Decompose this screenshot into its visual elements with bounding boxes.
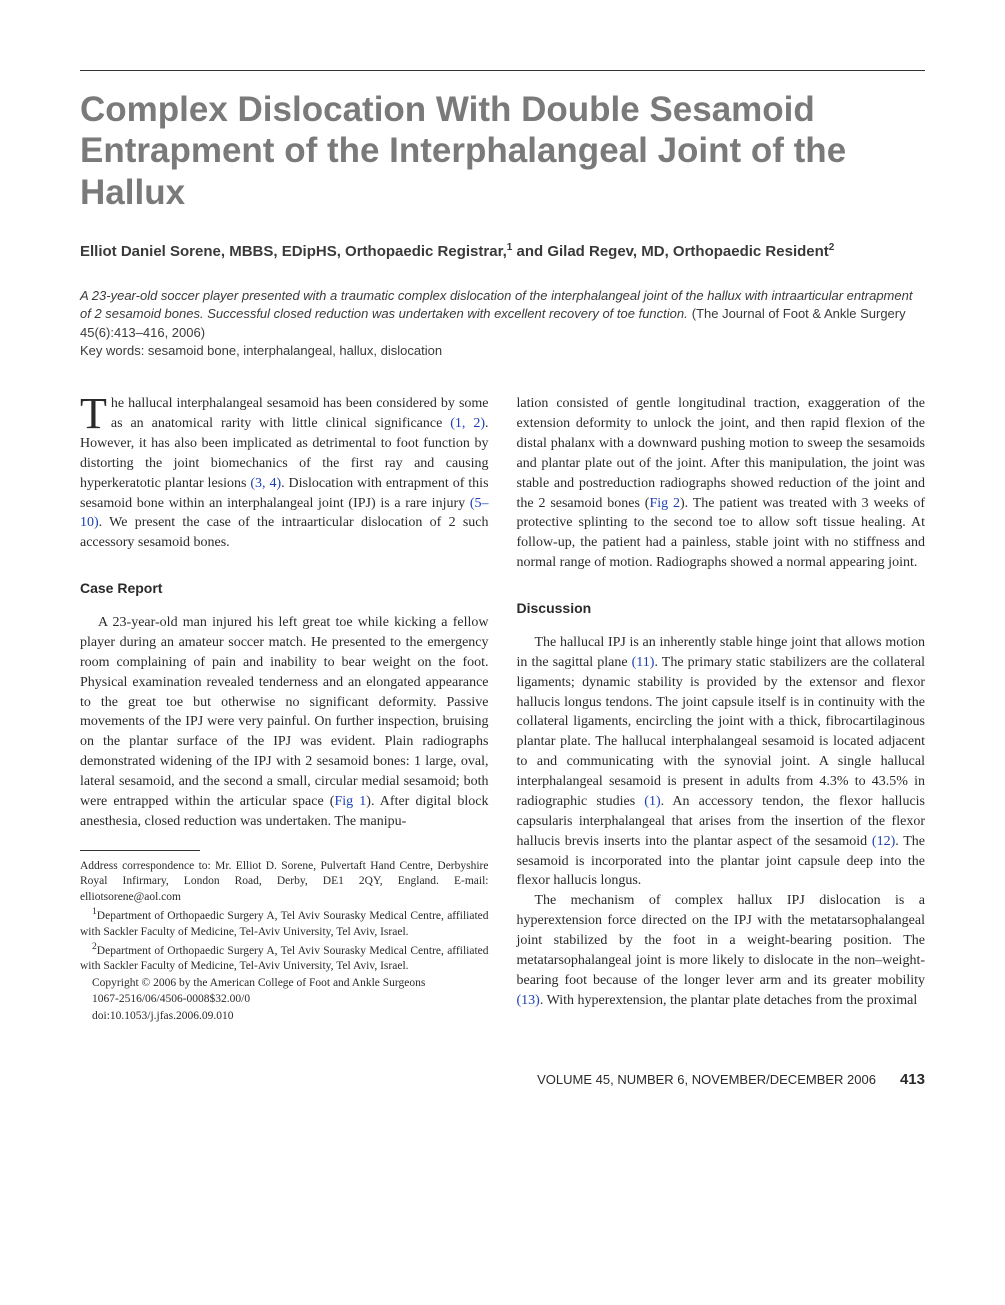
footnote-affiliation-2: 2Department of Orthopaedic Surgery A, Te… xyxy=(80,941,489,975)
intro-text-1: he hallucal interphalangeal sesamoid has… xyxy=(111,396,489,431)
article-title: Complex Dislocation With Double Sesamoid… xyxy=(80,89,925,213)
dropcap: T xyxy=(80,394,111,432)
column-left: The hallucal interphalangeal sesamoid ha… xyxy=(80,394,489,1025)
intro-paragraph: The hallucal interphalangeal sesamoid ha… xyxy=(80,394,489,553)
footnote-correspondence: Address correspondence to: Mr. Elliot D.… xyxy=(80,859,489,906)
footnotes-block: Address correspondence to: Mr. Elliot D.… xyxy=(80,859,489,1025)
disc1-b: . The primary static stabilizers are the… xyxy=(517,655,926,809)
footnote-doi: doi:10.1053/j.jfas.2006.09.010 xyxy=(80,1009,489,1025)
fig-link-1[interactable]: Fig 1 xyxy=(334,794,366,809)
footnote-rule xyxy=(80,850,200,851)
aff1-text: Department of Orthopaedic Surgery A, Tel… xyxy=(80,910,489,938)
section-head-discussion: Discussion xyxy=(517,599,926,619)
two-column-body: The hallucal interphalangeal sesamoid ha… xyxy=(80,394,925,1025)
keywords-line: Key words: sesamoid bone, interphalangea… xyxy=(80,343,925,358)
aff2-text: Department of Orthopaedic Surgery A, Tel… xyxy=(80,945,489,973)
disc2-a: The mechanism of complex hallux IPJ disl… xyxy=(517,893,926,988)
ref-link-11[interactable]: (11) xyxy=(632,655,655,670)
cont-text-a: lation consisted of gentle longitudinal … xyxy=(517,396,926,510)
intro-text-4: . We present the case of the intraarticu… xyxy=(80,515,489,550)
top-rule xyxy=(80,70,925,71)
ref-link-13[interactable]: (13) xyxy=(517,993,540,1008)
footnote-issn: 1067-2516/06/4506-0008$32.00/0 xyxy=(80,992,489,1008)
page-number: 413 xyxy=(900,1071,925,1088)
column-right: lation consisted of gentle longitudinal … xyxy=(517,394,926,1025)
ref-link-12[interactable]: (12) xyxy=(872,834,895,849)
issue-info: VOLUME 45, NUMBER 6, NOVEMBER/DECEMBER 2… xyxy=(537,1072,876,1087)
authors-line: Elliot Daniel Sorene, MBBS, EDipHS, Orth… xyxy=(80,241,925,263)
footnote-affiliation-1: 1Department of Orthopaedic Surgery A, Te… xyxy=(80,906,489,940)
ref-link-1[interactable]: (1) xyxy=(644,794,660,809)
section-head-case-report: Case Report xyxy=(80,579,489,599)
case-text-a: A 23-year-old man injured his left great… xyxy=(80,615,489,809)
case-continuation-paragraph: lation consisted of gentle longitudinal … xyxy=(517,394,926,573)
case-report-paragraph: A 23-year-old man injured his left great… xyxy=(80,613,489,832)
page-footer: VOLUME 45, NUMBER 6, NOVEMBER/DECEMBER 2… xyxy=(80,1071,925,1088)
ref-link-3-4[interactable]: (3, 4) xyxy=(250,476,281,491)
footnote-copyright: Copyright © 2006 by the American College… xyxy=(80,976,489,992)
discussion-paragraph-1: The hallucal IPJ is an inherently stable… xyxy=(517,633,926,891)
discussion-paragraph-2: The mechanism of complex hallux IPJ disl… xyxy=(517,891,926,1010)
ref-link-1-2[interactable]: (1, 2) xyxy=(450,416,485,431)
fig-link-2[interactable]: Fig 2 xyxy=(649,496,680,511)
abstract-block: A 23-year-old soccer player presented wi… xyxy=(80,287,925,344)
disc2-b: . With hyperextension, the plantar plate… xyxy=(540,993,917,1008)
